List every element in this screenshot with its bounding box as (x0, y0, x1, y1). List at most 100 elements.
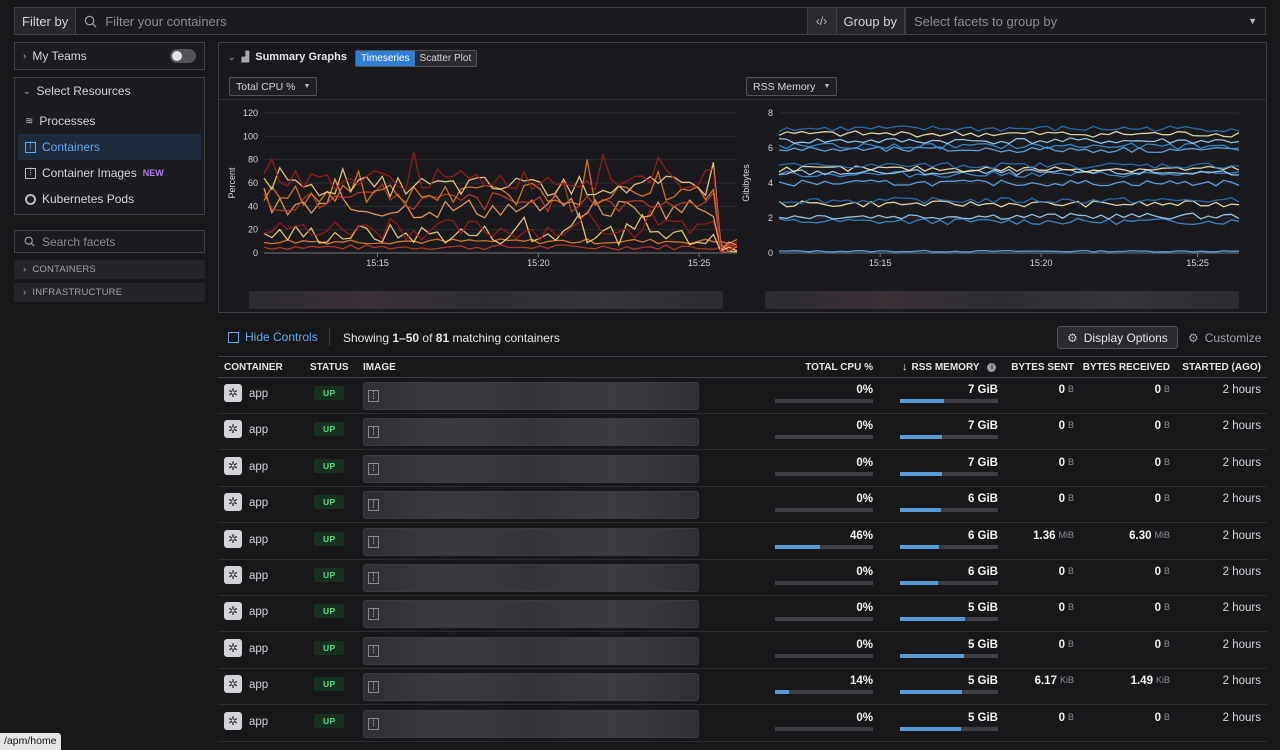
image-tag[interactable]: ⁞ (363, 491, 699, 520)
container-cell: ✲ app (224, 487, 268, 522)
image-icon: ⁞ (368, 462, 379, 475)
status-cell: UP (314, 524, 345, 559)
gear-icon: ⚙ (1067, 330, 1078, 345)
bytes-sent-value: 0 (1058, 420, 1065, 433)
tab-scatter-plot[interactable]: Scatter Plot (414, 51, 477, 66)
my-teams-toggle[interactable] (170, 49, 196, 63)
customize-button[interactable]: ⚙ Customize (1188, 331, 1261, 345)
table-row[interactable]: ✲ app UP ⁞ 0% 6 GiB 0 B 0 B 2 hours (218, 487, 1267, 524)
image-tag[interactable]: ⁞ (363, 636, 699, 665)
hide-controls-button[interactable]: Hide Controls (228, 330, 318, 344)
container-name[interactable]: app (249, 570, 269, 582)
cpu-value: 0% (856, 451, 873, 486)
bytes-sent-unit: B (1067, 602, 1074, 613)
sidebar-item-kubernetes-pods[interactable]: Kubernetes Pods (15, 186, 204, 212)
container-name[interactable]: app (249, 460, 269, 473)
cpu-bar (775, 471, 873, 476)
image-tag[interactable]: ⁞ (363, 418, 699, 447)
column-header-total-cpu[interactable]: TOTAL CPU % (805, 361, 873, 373)
column-header-bytes-received[interactable]: BYTES RECEIVED (1082, 361, 1170, 373)
bytes-received-unit: B (1163, 602, 1170, 613)
container-name[interactable]: app (249, 715, 269, 728)
table-row[interactable]: ✲ app UP ⁞ 0% 5 GiB 0 B 0 B 2 hours (218, 706, 1267, 742)
chevron-down-icon: ⌄ (228, 51, 236, 62)
table-row[interactable]: ✲ app UP ⁞ 0% 7 GiB 0 B 0 B 2 hours (218, 451, 1267, 487)
memory-value: 5 GiB (968, 633, 998, 668)
bytes-received-value: 0 (1154, 711, 1161, 724)
bytes-received-value: 0 (1154, 456, 1161, 469)
x-tick-label: 15:20 (527, 258, 550, 268)
code-toggle-icon[interactable]: ‹/› (806, 8, 837, 34)
image-tag[interactable]: ⁞ (363, 600, 699, 629)
table-row[interactable]: ✲ app UP ⁞ 0% 7 GiB 0 B 0 B 2 hours (218, 378, 1267, 414)
bytes-sent-unit: B (1067, 384, 1074, 394)
container-name[interactable]: app (249, 606, 269, 619)
my-teams-row[interactable]: › My Teams (15, 43, 204, 69)
column-header-rss-memory[interactable]: ↓ RSS MEMORY i (902, 357, 997, 377)
filter-search-input[interactable]: Filter your containers (76, 8, 806, 34)
group-by-select[interactable]: Select facets to group by ▼ (905, 8, 1265, 34)
cpu-text: 0% (856, 384, 873, 396)
summary-graphs-header[interactable]: ⌄ ▟ Summary Graphs (228, 51, 347, 63)
kubernetes-pods-icon (25, 193, 36, 205)
image-tag[interactable]: ⁞ (363, 527, 699, 556)
container-icon: ✲ (224, 456, 242, 475)
y-tick-label: 100 (243, 131, 258, 141)
sidebar-item-containers[interactable]: ⁞ Containers (18, 134, 201, 160)
bytes-sent-value: 0 (1058, 493, 1065, 506)
cpu-value: 0% (856, 560, 873, 595)
table-row[interactable]: ✲ app UP ⁞ 0% 5 GiB 0 B 0 B 2 hours (218, 596, 1267, 633)
container-name[interactable]: app (249, 533, 269, 546)
table-row[interactable]: ✲ app UP ⁞ 0% 5 GiB 0 B 0 B 2 hours (218, 633, 1267, 669)
cpu-timeseries-chart: 0 20 40 60 80 100 120 15:15 15:20 15:25 Percent (227, 108, 738, 268)
image-tag[interactable]: ⁞ (363, 673, 699, 702)
cpu-text: 0% (856, 493, 873, 506)
container-name[interactable]: app (249, 388, 269, 400)
search-facets-input[interactable]: Search facets (14, 230, 205, 253)
column-header-started[interactable]: STARTED (AGO) (1182, 361, 1261, 373)
memory-legend (765, 291, 1239, 309)
container-name[interactable]: app (249, 497, 269, 510)
container-name[interactable]: app (249, 642, 269, 655)
memory-bar (900, 544, 998, 549)
select-resources-header[interactable]: ⌄ Select Resources (15, 78, 204, 104)
container-icon: ✲ (224, 675, 242, 694)
table-row[interactable]: ✲ app UP ⁞ 46% 6 GiB 1.36 MiB 6.30 MiB 2 hours (218, 524, 1267, 560)
chevron-down-icon: ▼ (823, 83, 831, 90)
table-row[interactable]: ✲ app UP ⁞ 0% 6 GiB 0 B 0 B 2 hours (218, 560, 1267, 596)
cpu-metric-dropdown[interactable]: Total CPU % ▼ (229, 77, 318, 96)
image-tag[interactable]: ⁞ (363, 564, 699, 592)
bytes-received-unit: B (1163, 456, 1170, 467)
facet-containers[interactable]: › CONTAINERS (14, 260, 205, 279)
memory-metric-dropdown[interactable]: RSS Memory ▼ (746, 77, 838, 96)
container-name[interactable]: app (249, 424, 269, 437)
series-line (778, 179, 1240, 187)
y-tick-label: 0 (768, 248, 773, 258)
column-header-status[interactable]: STATUS (310, 361, 349, 373)
memory-value: 5 GiB (968, 669, 998, 704)
table-row[interactable]: ✲ app UP ⁞ 0% 7 GiB 0 B 0 B 2 hours (218, 414, 1267, 451)
image-tag[interactable]: ⁞ (363, 454, 699, 483)
series-line (778, 217, 1240, 226)
memory-text: 6 GiB (967, 566, 998, 578)
started-text: 2 hours (1222, 711, 1261, 724)
y-tick-label: 40 (248, 201, 258, 211)
sidebar-item-label: Kubernetes Pods (42, 192, 135, 206)
container-name[interactable]: app (249, 679, 269, 692)
table-row[interactable]: ✲ app UP ⁞ 14% 5 GiB 6.17 KiB 1.49 KiB 2 hours (218, 669, 1267, 706)
sidebar-item-container-images[interactable]: ⁞ Container Images NEW (15, 160, 204, 186)
column-header-image[interactable]: IMAGE (363, 361, 396, 373)
column-header-container[interactable]: CONTAINER (224, 361, 283, 373)
series-line (778, 137, 1240, 145)
memory-text: 5 GiB (967, 675, 998, 688)
series-line (778, 200, 1240, 208)
tab-timeseries[interactable]: Timeseries (356, 51, 415, 66)
container-icon: ✲ (224, 529, 242, 548)
sidebar-item-processes[interactable]: ≋ Processes (15, 108, 204, 134)
facet-infrastructure[interactable]: › INFRASTRUCTURE (14, 283, 205, 302)
image-tag[interactable]: ⁞ (363, 709, 699, 738)
display-options-button[interactable]: ⚙ Display Options (1057, 326, 1178, 349)
column-header-bytes-sent[interactable]: BYTES SENT (1011, 361, 1074, 373)
image-tag[interactable]: ⁞ (363, 382, 699, 410)
